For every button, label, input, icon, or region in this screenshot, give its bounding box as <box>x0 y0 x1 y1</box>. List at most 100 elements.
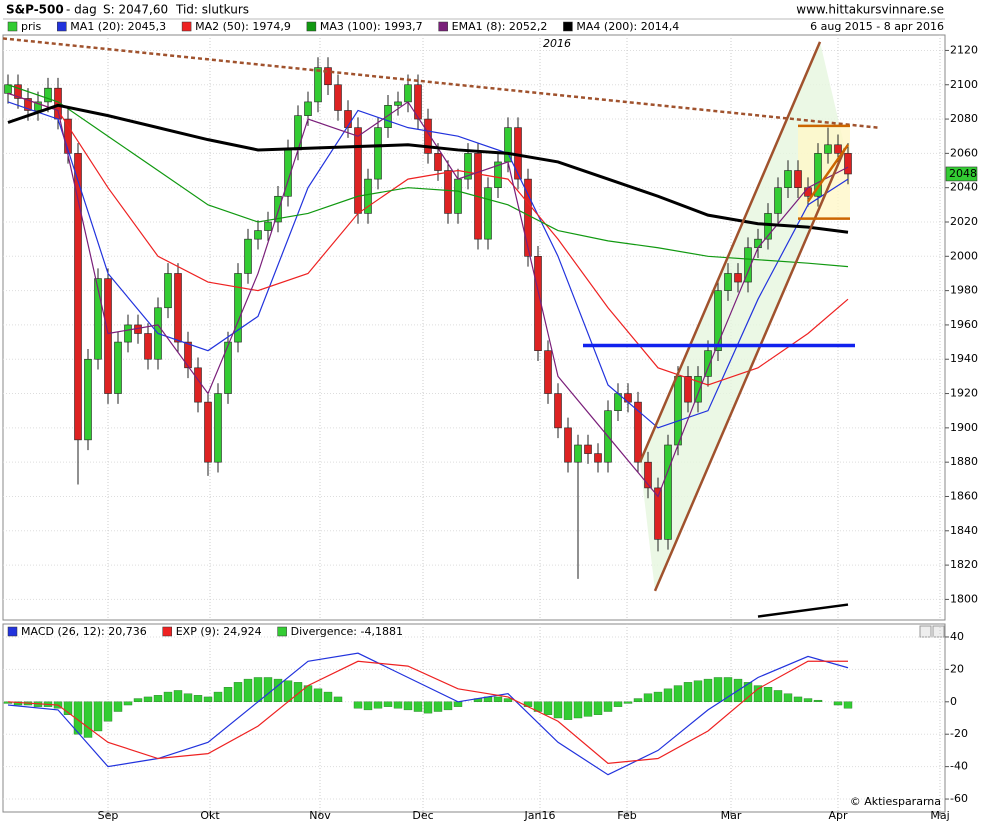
y-tick-label: -20 <box>950 727 968 740</box>
candle-body <box>184 341 192 369</box>
divergence-bar <box>223 687 233 702</box>
candle-body <box>784 170 792 188</box>
candle-body <box>834 144 842 154</box>
divergence-bar <box>183 693 193 702</box>
divergence-bar <box>553 701 563 719</box>
divergence-bar <box>13 701 23 706</box>
candle-body <box>624 393 632 403</box>
candle-body <box>164 273 172 309</box>
y-tick-label: 2120 <box>950 43 978 56</box>
divergence-bar <box>593 701 603 715</box>
candle-body <box>304 101 312 116</box>
y-tick-label: 1840 <box>950 524 978 537</box>
trendline <box>638 41 822 463</box>
divergence-bar <box>173 690 183 702</box>
y-tick-label: 1980 <box>950 284 978 297</box>
series-line <box>7 652 849 776</box>
divergence-bar <box>583 701 593 717</box>
symbol: S&P-500 <box>6 3 64 17</box>
period: - dag <box>66 3 97 17</box>
candle-body <box>554 393 562 429</box>
candle-body <box>264 221 272 231</box>
legend-swatch <box>57 21 67 32</box>
divergence-bar <box>103 701 113 722</box>
y-tick-label: 1800 <box>950 592 978 605</box>
y-tick-label: 1820 <box>950 558 978 571</box>
candle-body <box>634 401 642 463</box>
legend-label: MA4 (200): 2014,4 <box>576 20 679 33</box>
credit: © Aktiespararna <box>850 795 941 808</box>
divergence-bar <box>243 678 253 702</box>
candle-body <box>444 170 452 214</box>
divergence-bar <box>123 701 133 706</box>
candle-body <box>714 290 722 351</box>
divergence-bar <box>543 701 553 715</box>
divergence-bar <box>813 699 823 702</box>
candle-body <box>394 101 402 106</box>
candle-body <box>324 67 332 86</box>
x-tick-label: Sep <box>98 809 119 822</box>
legend-swatch <box>438 21 448 32</box>
candle-body <box>464 153 472 180</box>
divergence-bar <box>773 690 783 702</box>
y-tick-label: -40 <box>950 760 968 773</box>
close-button[interactable] <box>932 625 945 638</box>
candle-body <box>114 341 122 394</box>
trendline <box>653 147 847 592</box>
candle-body <box>194 367 202 403</box>
series-line <box>7 84 849 268</box>
divergence-bar <box>373 701 383 709</box>
candle-body <box>564 427 572 463</box>
candle-body <box>344 110 352 128</box>
divergence-bar <box>413 701 423 712</box>
divergence-bar <box>233 682 243 702</box>
divergence-bar <box>313 688 323 702</box>
main-frame <box>2 34 946 621</box>
legend-label: EMA1 (8): 2052,2 <box>452 20 548 33</box>
candle-body <box>374 127 382 180</box>
candle-body <box>144 333 152 360</box>
y-tick-label: 0 <box>950 695 957 708</box>
divergence-bar <box>603 701 613 712</box>
y-tick-label: 20 <box>950 662 964 675</box>
divergence-bar <box>633 698 643 702</box>
candle-body <box>84 358 92 441</box>
candle-body <box>664 444 672 540</box>
divergence-bar <box>163 691 173 702</box>
candle-body <box>544 350 552 394</box>
divergence-bar <box>493 696 503 702</box>
x-tick-label: Maj <box>930 809 949 822</box>
candle-body <box>294 115 302 151</box>
candle-body <box>234 273 242 343</box>
legend-label: EXP (9): 24,924 <box>176 625 262 638</box>
divergence-bar <box>713 677 723 702</box>
y-tick-label: -60 <box>950 792 968 805</box>
series-line <box>7 103 849 234</box>
divergence-bar <box>63 701 73 715</box>
candle-body <box>24 98 32 111</box>
candle-body <box>454 178 462 214</box>
candle-body <box>794 170 802 188</box>
candle-body <box>314 67 322 103</box>
candle-body <box>654 487 662 540</box>
legend-swatch <box>306 21 317 32</box>
y-tick-label: 2100 <box>950 78 978 91</box>
date-range: 6 aug 2015 - 8 apr 2016 <box>810 20 944 33</box>
divergence-bar <box>263 677 273 702</box>
divergence-bar <box>273 678 283 702</box>
divergence-bar <box>203 696 213 702</box>
legend-label: MA1 (20): 2045,3 <box>70 20 166 33</box>
candle-body <box>434 153 442 171</box>
candle-body <box>774 187 782 214</box>
candle-body <box>494 161 502 188</box>
y-tick-label: 40 <box>950 630 964 643</box>
zoom-button[interactable] <box>919 625 932 638</box>
y-tick-label: 2060 <box>950 146 978 159</box>
series-line <box>7 92 849 498</box>
divergence-bar <box>613 701 623 707</box>
candle-body <box>384 105 392 128</box>
candle-body <box>404 84 412 103</box>
x-tick-label: Okt <box>200 809 220 822</box>
legend-swatch <box>181 21 192 32</box>
